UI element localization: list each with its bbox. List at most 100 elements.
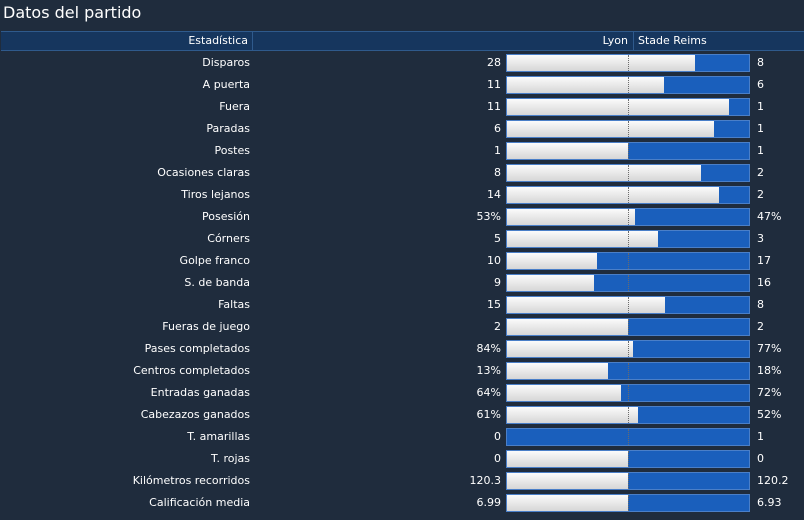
home-value: 14: [487, 188, 501, 201]
home-share-fill: [507, 495, 628, 511]
comparison-bar: [506, 252, 750, 270]
away-value: 6: [757, 78, 764, 91]
stat-row: Golpe franco 10 17: [0, 250, 804, 272]
home-value: 9: [494, 276, 501, 289]
stat-row: Disparos 28 8: [0, 52, 804, 74]
away-value: 1: [757, 122, 764, 135]
away-value: 1: [757, 430, 764, 443]
home-share-fill: [507, 451, 628, 467]
home-share-fill: [507, 473, 628, 489]
midpoint-line: [628, 77, 629, 93]
comparison-bar: [506, 428, 750, 446]
midpoint-line: [628, 363, 629, 379]
stat-row: Postes 1 1: [0, 140, 804, 162]
home-value: 15: [487, 298, 501, 311]
stat-label: Kilómetros recorridos: [132, 474, 250, 487]
comparison-bar: [506, 230, 750, 248]
home-share-fill: [507, 209, 636, 225]
away-value: 2: [757, 320, 764, 333]
stat-label: Golpe franco: [179, 254, 250, 267]
stat-label: Pases completados: [144, 342, 250, 355]
away-value: 8: [757, 56, 764, 69]
comparison-bar: [506, 54, 750, 72]
home-value: 11: [487, 78, 501, 91]
stat-label: Córners: [207, 232, 250, 245]
comparison-bar: [506, 384, 750, 402]
away-value: 0: [757, 452, 764, 465]
away-value: 120.2: [757, 474, 789, 487]
midpoint-line: [628, 275, 629, 291]
stat-label: Fuera: [219, 100, 250, 113]
away-value: 18%: [757, 364, 782, 377]
away-value: 3: [757, 232, 764, 245]
home-share-fill: [507, 407, 638, 423]
stats-header: Estadística Lyon Stade Reims: [1, 31, 804, 51]
stat-label: A puerta: [202, 78, 250, 91]
stat-row: Posesión 53% 47%: [0, 206, 804, 228]
home-value: 6.99: [476, 496, 502, 509]
midpoint-line: [628, 165, 629, 181]
stat-label: Cabezazos ganados: [140, 408, 250, 421]
comparison-bar: [506, 120, 750, 138]
midpoint-line: [628, 231, 629, 247]
stat-label: S. de banda: [184, 276, 250, 289]
home-value: 1: [494, 144, 501, 157]
stat-row: Cabezazos ganados 61% 52%: [0, 404, 804, 426]
stat-column-header[interactable]: Estadística: [1, 32, 253, 50]
stat-label: Ocasiones claras: [157, 166, 250, 179]
home-value: 5: [494, 232, 501, 245]
home-share-fill: [507, 77, 664, 93]
home-share-fill: [507, 363, 609, 379]
home-value: 84%: [476, 342, 501, 355]
stat-label: T. amarillas: [187, 430, 250, 443]
away-value: 6.93: [757, 496, 782, 509]
stats-list: Disparos 28 8 A puerta 11 6 Fuera 11 1 Paradas 6 1 P…: [0, 52, 804, 514]
home-team-header[interactable]: Lyon: [602, 34, 628, 47]
stat-label: T. rojas: [211, 452, 250, 465]
comparison-bar: [506, 98, 750, 116]
home-value: 13%: [476, 364, 501, 377]
comparison-bar: [506, 362, 750, 380]
stat-row: Kilómetros recorridos 120.3 120.2: [0, 470, 804, 492]
away-value: 8: [757, 298, 764, 311]
home-value: 28: [487, 56, 501, 69]
stat-row: A puerta 11 6: [0, 74, 804, 96]
home-share-fill: [507, 187, 719, 203]
stat-label: Posesión: [202, 210, 250, 223]
midpoint-line: [628, 209, 629, 225]
stat-label: Entradas ganadas: [150, 386, 250, 399]
comparison-bar: [506, 208, 750, 226]
stat-label: Centros completados: [133, 364, 250, 377]
away-value: 17: [757, 254, 771, 267]
away-value: 16: [757, 276, 771, 289]
home-value: 53%: [476, 210, 501, 223]
home-share-fill: [507, 341, 634, 357]
home-share-fill: [507, 231, 659, 247]
away-team-header[interactable]: Stade Reims: [633, 32, 707, 50]
comparison-bar: [506, 318, 750, 336]
midpoint-line: [628, 341, 629, 357]
stat-row: Pases completados 84% 77%: [0, 338, 804, 360]
comparison-bar: [506, 450, 750, 468]
home-value: 2: [494, 320, 501, 333]
stat-row: S. de banda 9 16: [0, 272, 804, 294]
stat-row: Paradas 6 1: [0, 118, 804, 140]
stat-row: Calificación media 6.99 6.93: [0, 492, 804, 514]
midpoint-line: [628, 451, 629, 467]
comparison-bar: [506, 274, 750, 292]
away-value: 52%: [757, 408, 782, 421]
stat-label: Fueras de juego: [162, 320, 250, 333]
stat-row: T. rojas 0 0: [0, 448, 804, 470]
comparison-bar: [506, 494, 750, 512]
stat-label: Postes: [214, 144, 250, 157]
midpoint-line: [628, 187, 629, 203]
stat-row: Fueras de juego 2 2: [0, 316, 804, 338]
away-value: 2: [757, 188, 764, 201]
comparison-bar: [506, 472, 750, 490]
away-value: 77%: [757, 342, 782, 355]
stat-row: T. amarillas 0 1: [0, 426, 804, 448]
midpoint-line: [628, 385, 629, 401]
home-share-fill: [507, 275, 595, 291]
midpoint-line: [628, 429, 629, 445]
midpoint-line: [628, 495, 629, 511]
